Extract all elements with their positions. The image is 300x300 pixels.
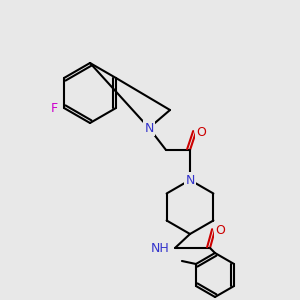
Text: F: F (50, 101, 58, 115)
Text: O: O (215, 224, 225, 236)
Text: NH: NH (151, 242, 170, 254)
Text: O: O (196, 125, 206, 139)
Text: N: N (185, 173, 195, 187)
Text: N: N (144, 122, 154, 134)
